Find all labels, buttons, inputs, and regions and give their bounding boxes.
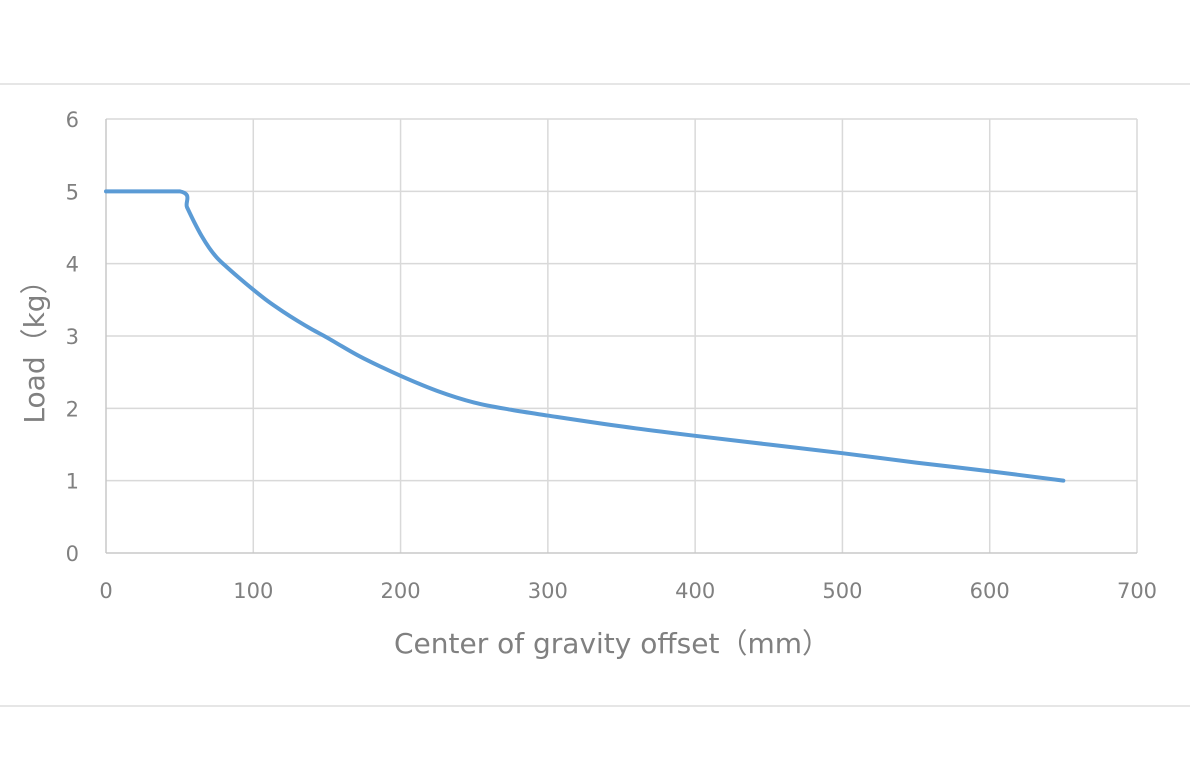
- y-tick-labels: 0 1 2 3 4 5 6: [66, 108, 79, 566]
- x-tick-label: 100: [233, 579, 273, 603]
- x-tick-label: 200: [381, 579, 421, 603]
- grid-lines: [106, 118, 1138, 553]
- y-tick-label: 6: [66, 108, 79, 132]
- top-divider: [0, 83, 1190, 85]
- x-tick-label: 400: [675, 579, 715, 603]
- x-tick-label: 600: [970, 579, 1010, 603]
- y-axis-title: Load（kg）: [18, 266, 51, 423]
- x-tick-label: 500: [822, 579, 862, 603]
- y-tick-label: 1: [66, 470, 79, 494]
- series-group: [104, 189, 1066, 483]
- y-tick-label: 3: [66, 325, 79, 349]
- x-axis-title: Center of gravity offset（mm）: [394, 627, 830, 660]
- x-tick-label: 300: [528, 579, 568, 603]
- y-tick-label: 5: [66, 180, 79, 204]
- y-tick-label: 0: [66, 542, 79, 566]
- x-tick-label: 0: [99, 579, 112, 603]
- y-tick-label: 2: [66, 397, 79, 421]
- y-tick-label: 4: [66, 253, 79, 277]
- x-tick-label: 700: [1117, 579, 1157, 603]
- series-line-0: [104, 189, 1066, 483]
- bottom-divider: [0, 705, 1190, 707]
- x-tick-labels: 0 100 200 300 400 500 600 700: [99, 579, 1157, 603]
